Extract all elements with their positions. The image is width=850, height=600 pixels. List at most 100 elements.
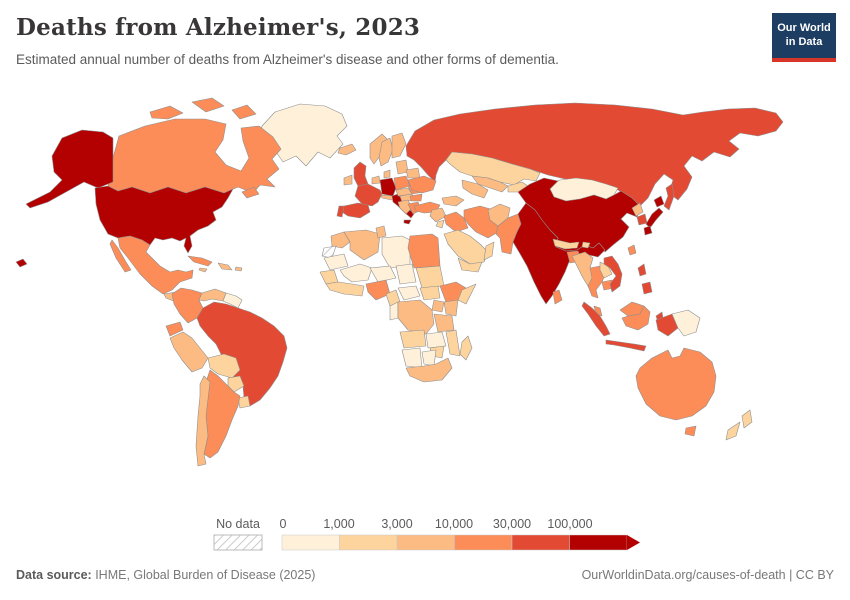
country-sri-lanka[interactable] xyxy=(552,289,563,305)
country-ecuador[interactable] xyxy=(165,321,184,337)
country-algeria[interactable] xyxy=(343,229,381,261)
country-paraguay[interactable] xyxy=(227,375,245,393)
country-tunisia[interactable] xyxy=(375,225,387,239)
country-australia-tasmania[interactable] xyxy=(684,425,697,437)
country-canada-newfoundland[interactable] xyxy=(241,186,260,199)
country-japan-hokkaido[interactable] xyxy=(653,195,665,208)
country-germany[interactable] xyxy=(379,177,397,197)
legend-no-data-swatch[interactable] xyxy=(213,534,263,551)
country-peru[interactable] xyxy=(169,331,209,373)
country-hispaniola[interactable] xyxy=(217,262,233,271)
country-canada-island-3[interactable] xyxy=(231,104,257,120)
country-jordan-israel[interactable] xyxy=(435,219,445,229)
country-saudi-arabia[interactable] xyxy=(443,229,489,265)
country-mali[interactable] xyxy=(339,263,373,283)
country-taiwan[interactable] xyxy=(627,244,637,256)
country-north-korea[interactable] xyxy=(631,202,644,217)
country-uzbekistan[interactable] xyxy=(471,175,509,193)
country-south-sudan[interactable] xyxy=(419,285,441,301)
country-iceland[interactable] xyxy=(337,143,357,156)
country-kazakhstan[interactable] xyxy=(445,151,541,186)
country-united-kingdom[interactable] xyxy=(353,161,369,187)
country-benelux[interactable] xyxy=(371,175,381,185)
country-tanzania[interactable] xyxy=(433,313,455,333)
country-finland[interactable] xyxy=(391,132,407,159)
country-brazil[interactable] xyxy=(196,301,288,407)
country-chile[interactable] xyxy=(195,375,211,467)
country-cuba[interactable] xyxy=(187,255,213,267)
country-puerto-rico[interactable] xyxy=(234,266,243,272)
country-vietnam[interactable] xyxy=(603,255,623,293)
country-jamaica[interactable] xyxy=(198,267,208,273)
country-caucasus[interactable] xyxy=(441,195,465,207)
legend-bin-3[interactable] xyxy=(454,534,513,551)
country-bolivia[interactable] xyxy=(207,353,241,379)
country-italy-sicily[interactable] xyxy=(403,219,412,225)
legend-bin-1[interactable] xyxy=(339,534,398,551)
country-botswana[interactable] xyxy=(421,349,437,367)
country-senegal-guinea[interactable] xyxy=(319,269,339,285)
country-kenya[interactable] xyxy=(443,299,459,317)
country-libya[interactable] xyxy=(381,235,411,269)
country-ireland[interactable] xyxy=(343,174,353,186)
country-canada-island-1[interactable] xyxy=(149,105,184,120)
country-zambia[interactable] xyxy=(425,331,447,349)
country-mauritania[interactable] xyxy=(323,253,349,271)
legend-bin-2[interactable] xyxy=(396,534,455,551)
country-central-african-republic[interactable] xyxy=(397,285,421,301)
country-turkmenistan[interactable] xyxy=(461,179,489,199)
country-australia[interactable] xyxy=(635,347,717,421)
country-madagascar[interactable] xyxy=(459,335,473,361)
country-niger[interactable] xyxy=(369,265,397,283)
country-balkans[interactable] xyxy=(397,199,413,215)
country-belarus[interactable] xyxy=(405,167,421,179)
country-nepal[interactable] xyxy=(552,238,580,250)
country-ukraine[interactable] xyxy=(407,175,437,194)
country-egypt[interactable] xyxy=(407,233,441,269)
country-japan-honshu[interactable] xyxy=(645,207,664,229)
country-japan-kyushu[interactable] xyxy=(643,225,653,236)
country-new-zealand-north[interactable] xyxy=(741,409,753,429)
country-portugal[interactable] xyxy=(336,205,345,218)
country-uganda[interactable] xyxy=(431,299,445,313)
country-united-states[interactable] xyxy=(94,185,234,254)
country-somalia[interactable] xyxy=(457,283,477,305)
country-mexico-baja[interactable] xyxy=(109,239,132,273)
country-united-states-alaska[interactable] xyxy=(25,129,114,209)
country-russia-sakhalin[interactable] xyxy=(663,183,675,211)
country-canada-island-2[interactable] xyxy=(191,97,225,113)
country-bhutan[interactable] xyxy=(581,241,591,249)
legend-bin-5[interactable] xyxy=(569,534,628,551)
country-venezuela[interactable] xyxy=(198,288,227,302)
country-indonesia-java[interactable] xyxy=(605,339,647,352)
country-south-africa[interactable] xyxy=(405,357,453,383)
legend-bin-0[interactable] xyxy=(281,534,340,551)
country-united-states-hawaii[interactable] xyxy=(15,258,28,268)
country-uruguay[interactable] xyxy=(237,395,251,409)
country-yemen[interactable] xyxy=(457,257,483,273)
country-france[interactable] xyxy=(354,183,383,207)
country-iraq[interactable] xyxy=(443,211,469,233)
country-philippines-mindanao[interactable] xyxy=(641,281,653,295)
country-sweden[interactable] xyxy=(378,137,394,167)
country-bulgaria[interactable] xyxy=(409,193,423,202)
country-syria-levant[interactable] xyxy=(429,207,447,223)
country-philippines-luzon[interactable] xyxy=(637,263,647,277)
country-canada[interactable] xyxy=(107,118,282,194)
country-namibia[interactable] xyxy=(401,347,423,369)
country-mozambique[interactable] xyxy=(445,329,461,357)
country-nigeria[interactable] xyxy=(365,279,391,301)
country-drc[interactable] xyxy=(397,299,435,335)
country-indonesia-kalimantan[interactable] xyxy=(621,305,651,331)
country-indonesia-sumatra[interactable] xyxy=(581,301,611,337)
country-oman[interactable] xyxy=(483,241,495,261)
country-new-zealand-south[interactable] xyxy=(725,421,741,441)
country-papua-new-guinea[interactable] xyxy=(671,309,701,337)
country-morocco[interactable] xyxy=(330,231,351,249)
legend-bin-4[interactable] xyxy=(511,534,570,551)
country-mexico[interactable] xyxy=(117,235,194,295)
country-spain[interactable] xyxy=(341,202,371,219)
country-sudan[interactable] xyxy=(415,265,445,289)
owid-link[interactable]: OurWorldinData.org/causes-of-death | CC … xyxy=(581,568,834,582)
country-chad[interactable] xyxy=(395,263,417,285)
